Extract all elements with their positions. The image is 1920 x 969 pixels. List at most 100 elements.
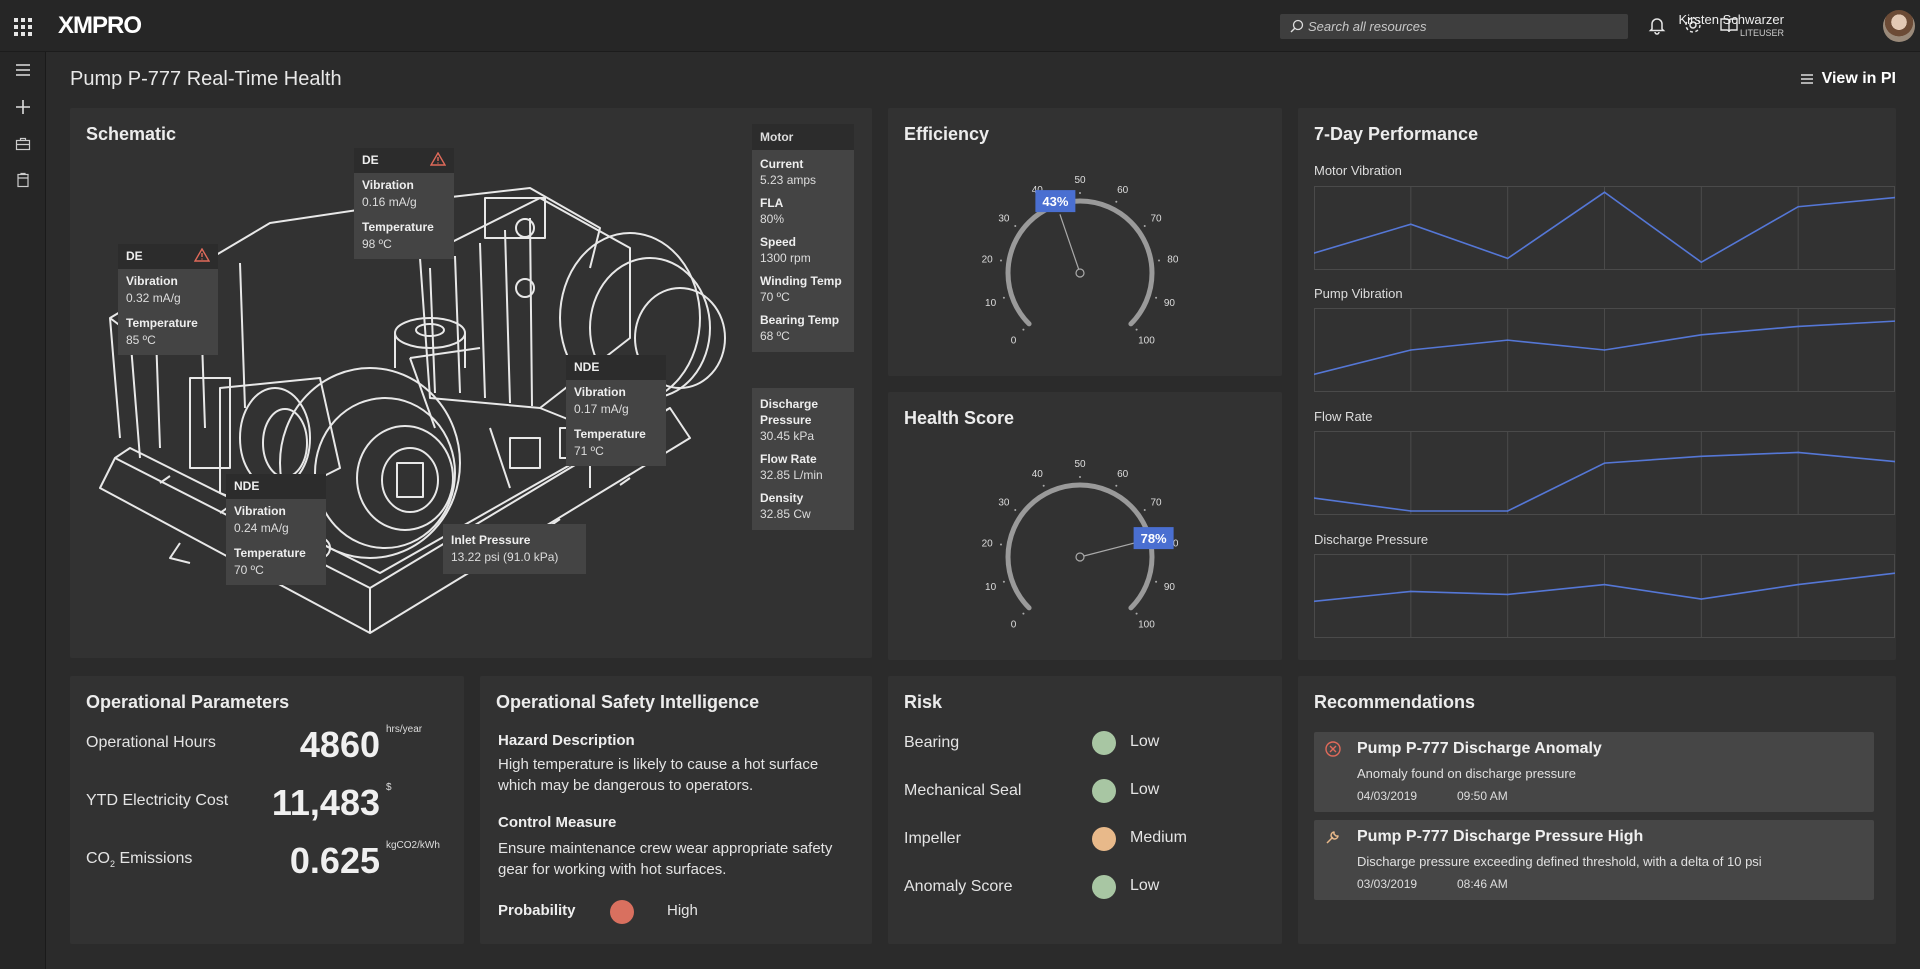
inlet-pressure-label: Inlet Pressure (451, 533, 531, 547)
search-input[interactable] (1308, 14, 1618, 39)
gauge-value-label: 43% (1042, 194, 1068, 209)
discharge-panel: Discharge Pressure 30.45 kPa Flow Rate 3… (752, 388, 854, 530)
wrench-icon (1326, 831, 1339, 844)
efficiency-card: Efficiency 010203040506070809010043% (888, 108, 1282, 376)
warning-icon (194, 248, 210, 262)
gauge-tick-label: 10 (985, 582, 997, 593)
safety-intelligence-title: Operational Safety Intelligence (496, 692, 760, 712)
chart-point (1603, 583, 1606, 586)
motor-bearing-temp-value: 68 ºC (760, 329, 790, 343)
de-pump-temp-value: 85 ºC (126, 333, 156, 347)
health-score-gauge: 010203040506070809010078% (982, 459, 1179, 630)
gauge-tick-mark (1079, 476, 1081, 478)
gauge-hub (1075, 552, 1085, 562)
gauge-tick-mark (999, 259, 1002, 262)
motor-vibration-chart (1314, 186, 1895, 270)
nde-motor-tooltip[interactable]: NDE Vibration 0.17 mA/g Temperature 71 º… (566, 355, 666, 466)
motor-fla-label: FLA (760, 196, 784, 210)
recommendations-title: Recommendations (1314, 692, 1476, 712)
risk-anomaly-indicator (1092, 875, 1116, 899)
gauge-tick-mark (1155, 580, 1158, 583)
chart-point (1410, 590, 1412, 593)
motor-speed-value: 1300 rpm (760, 251, 811, 265)
user-name[interactable]: Kirsten Schwarzer (1678, 12, 1784, 27)
recommendation-desc: Discharge pressure exceeding defined thr… (1357, 854, 1762, 869)
co2-emissions-label: CO2 Emissions (86, 850, 193, 870)
gauge-tick-mark (1115, 484, 1118, 487)
recommendation-title: Pump P-777 Discharge Anomaly (1357, 740, 1602, 757)
risk-impeller-value: Medium (1130, 829, 1187, 846)
recommendations-card: Recommendations Pump P-777 Discharge Ano… (1298, 676, 1896, 944)
search-box[interactable] (1280, 14, 1628, 39)
chart-point (1410, 349, 1412, 351)
page-title: Pump P-777 Real-Time Health (70, 68, 342, 90)
discharge-pressure-chart (1314, 554, 1895, 638)
de-motor-vib-label: Vibration (362, 178, 414, 192)
gauge-tick-mark (1002, 296, 1005, 299)
nde-motor-temp-label: Temperature (574, 427, 646, 441)
bell-icon[interactable] (1646, 14, 1668, 36)
chart-point (1797, 205, 1799, 208)
gauge-needle (1079, 541, 1141, 558)
chart-point (1894, 320, 1895, 322)
operational-hours-label: Operational Hours (86, 734, 216, 751)
recommendation-item[interactable]: Pump P-777 Discharge Pressure High Disch… (1314, 820, 1874, 900)
chart-point (1603, 462, 1606, 464)
plus-icon[interactable] (13, 97, 33, 117)
co2-emissions-value: 0.625 (289, 840, 380, 881)
nde-motor-temp-value: 71 ºC (574, 444, 604, 458)
schematic-card: Schematic (70, 108, 872, 658)
nde-pump-tooltip[interactable]: NDE Vibration 0.24 mA/g Temperature 70 º… (226, 474, 326, 585)
de-pump-tooltip[interactable]: DE Vibration 0.32 mA/g Temperature 85 ºC (118, 244, 218, 355)
pump-vibration-label: Pump Vibration (1314, 286, 1403, 301)
recommendation-item[interactable]: Pump P-777 Discharge Anomaly Anomaly fou… (1314, 732, 1874, 812)
risk-impeller-indicator (1092, 827, 1116, 851)
inlet-pressure-value: 13.22 psi (91.0 kPa) (451, 550, 559, 564)
hazard-heading: Hazard Description (498, 732, 635, 749)
chart-point (1700, 598, 1703, 600)
clipboard-icon[interactable] (13, 170, 33, 190)
view-in-pi-link[interactable]: View in PI (1800, 70, 1896, 88)
apps-grid-icon[interactable] (14, 18, 32, 36)
motor-panel: Motor Current 5.23 amps FLA 80% Speed 13… (752, 124, 854, 352)
avatar[interactable] (1883, 10, 1915, 42)
gauge-tick-mark (1014, 224, 1017, 227)
gauge-tick-label: 0 (1011, 335, 1017, 346)
logo[interactable]: XMPRO (58, 12, 142, 39)
gauge-tick-label: 70 (1150, 498, 1162, 509)
risk-bearing-label: Bearing (904, 734, 960, 751)
book-icon[interactable] (1718, 14, 1740, 36)
de-motor-vib-value: 0.16 mA/g (362, 195, 417, 209)
de-motor-temp-label: Temperature (362, 220, 434, 234)
gear-icon[interactable] (1682, 14, 1704, 36)
gauge-value-badge (1035, 190, 1076, 213)
gauge-value-badge (1133, 527, 1174, 550)
risk-seal-value: Low (1130, 781, 1160, 798)
motor-winding-temp-value: 70 ºC (760, 290, 790, 304)
nde-pump-vib-value: 0.24 mA/g (234, 521, 289, 535)
nde-pump-temp-value: 70 ºC (234, 563, 264, 577)
top-bar: XMPRO Kirsten Schwarzer LITEUSER (0, 0, 1920, 52)
de-motor-tooltip[interactable]: DE Vibration 0.16 mA/g Temperature 98 ºC (354, 148, 454, 259)
inlet-pressure-tooltip[interactable]: Inlet Pressure 13.22 psi (91.0 kPa) (443, 524, 586, 574)
gauge-tick-mark (1014, 508, 1017, 511)
chart-point (1894, 460, 1895, 463)
probability-label: Probability (498, 902, 576, 919)
recommendation-date: 03/03/2019 (1357, 877, 1418, 891)
operational-parameters-title: Operational Parameters (86, 692, 290, 712)
search-icon (1290, 19, 1304, 33)
density-value: 32.85 Cw (760, 507, 811, 521)
motor-current-label: Current (760, 157, 804, 171)
gauge-tick-mark (1002, 580, 1005, 583)
gauge-tick-label: 80 (1167, 254, 1179, 265)
chart-point (1894, 572, 1895, 574)
chart-point (1314, 252, 1315, 254)
risk-bearing-indicator (1092, 731, 1116, 755)
chart-point (1410, 223, 1412, 225)
risk-title: Risk (904, 692, 943, 712)
briefcase-icon[interactable] (13, 134, 33, 154)
list-icon (1800, 74, 1813, 84)
chart-point (1314, 497, 1315, 499)
gauge-tick-label: 50 (1074, 175, 1086, 186)
menu-icon[interactable] (13, 60, 33, 80)
